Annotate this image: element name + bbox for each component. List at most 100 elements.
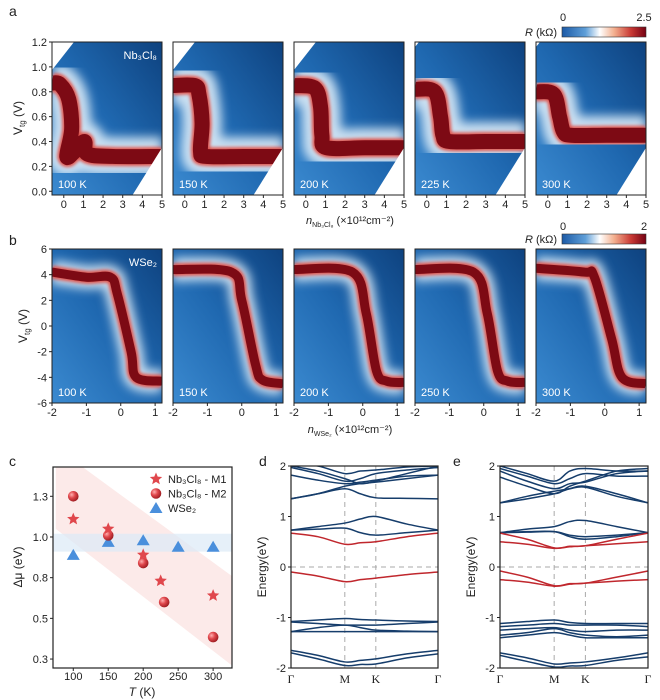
x-tick-label: 100 (64, 671, 82, 683)
y-tick-label: -2 (276, 663, 286, 675)
y-tick-label: 0 (280, 562, 286, 574)
k-point-label: Γ (645, 672, 652, 686)
x-tick-label: 1 (636, 407, 642, 419)
x-tick-label: 0 (360, 407, 366, 419)
panel-label-b: b (9, 232, 17, 248)
colorbar-b: 0 2 R (kΩ) (525, 221, 647, 246)
legend: Nb₃Cl₈ - M1 Nb₃Cl₈ - M2 WSe₂ (149, 472, 227, 515)
x-tick-label: 5 (522, 199, 528, 211)
x-tick-label: 2 (463, 199, 469, 211)
resistance-peak-ridge (294, 78, 404, 157)
heatmap-frame (293, 41, 405, 196)
k-point-label: M (339, 672, 350, 686)
star-marker (102, 522, 115, 535)
triangle-marker (171, 540, 185, 552)
band (500, 631, 648, 639)
x-tick-label: 2 (221, 199, 227, 211)
x-tick-label: -2 (531, 407, 541, 419)
temperature-label: 100 K (58, 387, 87, 399)
star-marker (137, 548, 150, 561)
y-tick-label: 1.2 (32, 37, 47, 49)
colorbar-a-min: 0 (560, 12, 566, 24)
x-tick-label: -1 (444, 407, 454, 419)
x-tick-label: 4 (260, 199, 266, 211)
blank-corner-bottom (253, 147, 283, 195)
x-tick-label: -2 (47, 407, 57, 419)
x-tick-label: 0 (481, 407, 487, 419)
heatmap-b-1: 100 K WSe₂ -2 -1 0 1 -6 -4 -2 0 2 4 6 (37, 244, 163, 419)
temperature-label: 225 K (421, 179, 450, 191)
panel-e-band-structure: -2 -1 0 1 2 Γ M K Γ (485, 461, 651, 686)
blank-corner-top (415, 42, 419, 47)
blank-corner-top (173, 42, 195, 70)
x-tick-label: 3 (120, 199, 126, 211)
y-tick-label: 1 (280, 512, 286, 524)
resistance-peak-ridge (536, 84, 646, 144)
sphere-marker (158, 596, 170, 608)
x-tick-label: 200 (134, 671, 152, 683)
x-tick-label: 300 (204, 671, 222, 683)
heatmap-image (294, 249, 404, 403)
y-tick-label: 2 (489, 461, 495, 473)
heatmap-image (294, 42, 404, 195)
colorbar-b-label: R (kΩ) (525, 234, 557, 246)
blank-corner-bottom (132, 147, 162, 195)
resistance-peak-ridge (415, 81, 525, 150)
row-a-ylabel: Vtg (V) (11, 101, 27, 135)
heatmap-image (52, 42, 162, 195)
band (500, 622, 648, 628)
band (291, 466, 438, 483)
heatmap-image (173, 42, 283, 195)
band (291, 624, 438, 633)
band (291, 621, 438, 626)
panel-c-xlabel: T (K) (129, 685, 156, 699)
heatmap-a-3: 200 K 0 1 2 3 4 5 (293, 41, 407, 211)
heatmap-image (536, 42, 646, 195)
colorbar-a-max: 2.5 (636, 12, 651, 24)
band (500, 467, 648, 485)
k-point-label: K (371, 672, 380, 686)
x-tick-label: 3 (483, 199, 489, 211)
heatmap-frame (51, 41, 163, 196)
y-tick-label: 0.3 (33, 654, 48, 666)
flat-band (291, 532, 438, 546)
panel-label-e: e (453, 453, 461, 469)
x-tick-label: -2 (289, 407, 299, 419)
star-marker (154, 574, 167, 587)
y-tick-label: 0 (41, 321, 47, 333)
band (291, 474, 438, 485)
x-tick-label: 2 (342, 199, 348, 211)
heatmap-frame (172, 248, 284, 404)
x-tick-label: 3 (241, 199, 247, 211)
legend-label: WSe₂ (168, 503, 196, 515)
panel-d-band-structure: -2 -1 0 1 2 Γ M K Γ (276, 461, 441, 686)
resistance-peak-ridge (415, 263, 525, 387)
sphere-marker (150, 488, 162, 499)
temperature-label: 150 K (179, 179, 208, 191)
y-tick-label: -6 (37, 398, 47, 410)
colorbar-a-label: R (kΩ) (525, 27, 557, 39)
blank-corner-bottom (374, 147, 404, 195)
row-b-xlabel: nWSe₂ (×10¹²cm⁻²) (308, 424, 393, 438)
row-b-ylabel: Vtg (V) (16, 309, 32, 343)
x-tick-label: 0 (61, 199, 67, 211)
band (500, 626, 648, 633)
heatmap-b-5: 300 K-2 -1 0 1 (531, 248, 647, 419)
y-tick-label: 0.8 (32, 87, 47, 99)
triangle-marker (206, 540, 220, 552)
colorbar-b-min: 0 (560, 221, 566, 233)
x-tick-label: -2 (410, 407, 420, 419)
temperature-label: 250 K (421, 387, 450, 399)
heatmap-frame (172, 41, 284, 196)
series-star (67, 512, 220, 601)
y-tick-label: -1 (485, 613, 495, 625)
temperature-label: 150 K (179, 387, 208, 399)
heatmap-b-3: 200 K-2 -1 0 1 (289, 248, 405, 419)
star-marker (67, 512, 80, 525)
series-triangle (66, 534, 220, 560)
y-tick-label: 2 (41, 295, 47, 307)
resistance-peak-ridge (52, 75, 162, 166)
x-tick-label: 150 (99, 671, 117, 683)
x-tick-label: 0 (182, 199, 188, 211)
band (291, 487, 438, 500)
